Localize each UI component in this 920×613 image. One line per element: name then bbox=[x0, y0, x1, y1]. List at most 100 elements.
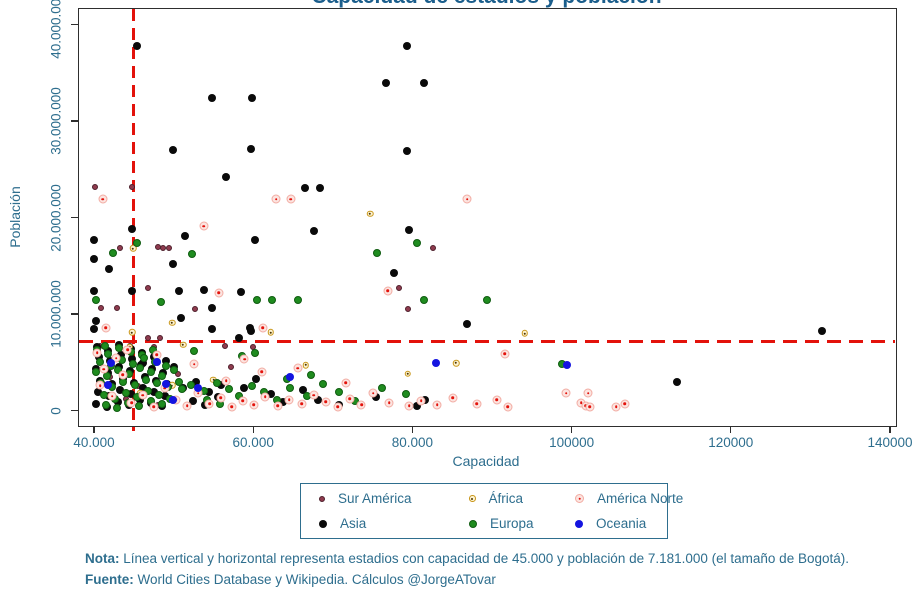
point-america_norte bbox=[503, 402, 513, 412]
point-europa bbox=[91, 367, 100, 376]
point-europa bbox=[413, 238, 422, 247]
point-oceania bbox=[152, 358, 161, 367]
chart-title: Capacidad de estadios y población bbox=[78, 0, 895, 9]
point-europa bbox=[293, 296, 302, 305]
point-sur_america bbox=[98, 305, 105, 312]
point-asia bbox=[175, 286, 184, 295]
point-asia bbox=[90, 235, 98, 244]
point-america_norte bbox=[583, 388, 593, 398]
point-europa bbox=[121, 389, 130, 398]
point-europa bbox=[306, 370, 315, 379]
point-asia bbox=[316, 183, 325, 192]
point-america_norte bbox=[214, 288, 224, 298]
point-oceania bbox=[168, 395, 177, 404]
legend-item-sur_america: Sur América bbox=[319, 491, 469, 506]
point-asia bbox=[314, 395, 323, 404]
legend-item-africa: África bbox=[469, 491, 575, 506]
point-america_norte bbox=[561, 388, 571, 398]
point-asia bbox=[419, 79, 428, 88]
point-asia bbox=[128, 225, 137, 234]
oceania-marker-icon bbox=[575, 519, 583, 528]
legend: Sur América África América Norte Asia Europa… bbox=[300, 483, 683, 539]
point-europa bbox=[225, 385, 234, 394]
point-asia bbox=[105, 264, 114, 273]
legend-item-asia: Asia bbox=[319, 516, 469, 531]
point-europa bbox=[101, 400, 110, 409]
y-tick-label: 40.000.000 bbox=[48, 0, 64, 59]
point-america_norte bbox=[99, 364, 109, 374]
point-africa bbox=[128, 329, 136, 336]
point-america_norte bbox=[620, 399, 630, 409]
point-europa bbox=[158, 371, 167, 380]
point-sur_america bbox=[160, 245, 167, 252]
point-sur_america bbox=[157, 335, 164, 342]
point-asia bbox=[463, 319, 472, 328]
point-europa bbox=[335, 388, 344, 397]
point-sur_america bbox=[154, 244, 161, 251]
vertical-reference-line bbox=[132, 9, 135, 431]
point-europa bbox=[147, 367, 156, 376]
point-europa bbox=[132, 238, 141, 247]
point-asia bbox=[309, 227, 318, 235]
point-europa bbox=[152, 379, 161, 388]
point-america_norte bbox=[182, 401, 192, 411]
point-asia bbox=[160, 392, 169, 401]
point-asia bbox=[161, 357, 170, 366]
point-europa bbox=[140, 354, 149, 363]
x-tick-label: 100000 bbox=[549, 435, 595, 450]
x-tick-label: 140000 bbox=[867, 435, 913, 450]
point-america_norte bbox=[341, 378, 351, 387]
point-asia bbox=[90, 286, 98, 295]
point-europa bbox=[130, 381, 139, 390]
point-oceania bbox=[432, 359, 441, 368]
point-america_norte bbox=[149, 402, 159, 412]
point-asia bbox=[246, 144, 255, 153]
point-asia bbox=[818, 327, 827, 336]
point-sur_america bbox=[165, 245, 172, 252]
note-text: Línea vertical y horizontal representa e… bbox=[119, 551, 849, 566]
legend-label: Europa bbox=[490, 516, 534, 531]
x-tick-label: 80.000 bbox=[391, 435, 434, 450]
point-asia bbox=[128, 286, 137, 295]
x-tick bbox=[93, 426, 95, 433]
point-asia bbox=[405, 226, 414, 235]
x-tick-label: 40.000 bbox=[73, 435, 115, 450]
point-europa bbox=[104, 349, 113, 358]
point-africa bbox=[129, 245, 137, 252]
x-axis-title: Capacidad bbox=[452, 453, 520, 469]
point-america_norte bbox=[111, 353, 121, 363]
point-asia bbox=[371, 392, 380, 401]
point-asia bbox=[168, 145, 177, 154]
point-america_norte bbox=[383, 286, 393, 296]
point-europa bbox=[285, 384, 294, 393]
x-tick bbox=[730, 426, 732, 433]
point-sur_america bbox=[430, 245, 437, 252]
y-tick-label: 20.000.000 bbox=[48, 183, 64, 252]
x-tick bbox=[889, 426, 891, 433]
point-america_norte bbox=[416, 396, 426, 406]
point-america_norte bbox=[284, 395, 294, 405]
america_norte-marker-icon bbox=[575, 494, 584, 503]
x-tick bbox=[570, 426, 573, 433]
point-africa bbox=[521, 330, 528, 337]
legend-label: Oceania bbox=[596, 516, 647, 531]
point-europa bbox=[212, 379, 221, 388]
point-sur_america bbox=[91, 183, 98, 190]
point-asia bbox=[207, 325, 216, 334]
point-america_norte bbox=[345, 394, 355, 404]
point-america_norte bbox=[286, 194, 296, 204]
point-europa bbox=[373, 249, 382, 258]
point-america_norte bbox=[258, 323, 268, 332]
point-america_norte bbox=[293, 363, 303, 373]
y-tick-label: 0 bbox=[48, 406, 64, 415]
note-line: Nota: Línea vertical y horizontal repres… bbox=[85, 548, 849, 569]
europa-marker-icon bbox=[469, 519, 477, 528]
point-america_norte bbox=[333, 402, 343, 412]
legend-item-america_norte: América Norte bbox=[575, 491, 683, 506]
point-oceania bbox=[104, 381, 113, 390]
point-america_norte bbox=[448, 393, 458, 403]
point-america_norte bbox=[404, 401, 414, 411]
point-europa bbox=[187, 250, 196, 259]
point-asia bbox=[176, 313, 185, 322]
